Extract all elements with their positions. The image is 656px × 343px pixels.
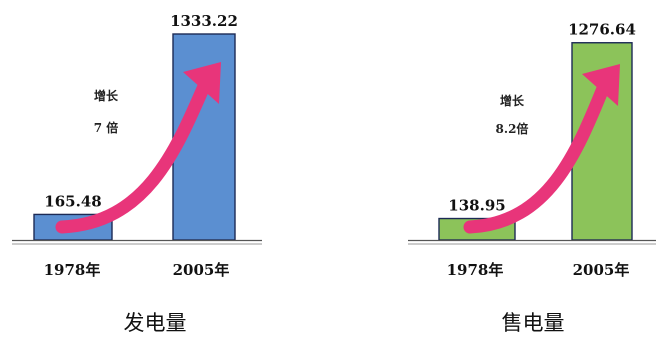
chart-title: 售电量 <box>502 311 565 335</box>
chart-title: 发电量 <box>124 311 187 335</box>
value-label-2: 1333.22 <box>170 12 238 30</box>
growth-label-line-2: 8.2倍 <box>496 121 529 136</box>
category-label-2: 2005年 <box>173 261 230 279</box>
value-label-2: 1276.64 <box>568 21 636 39</box>
growth-arrow-body <box>463 79 611 234</box>
category-label-1: 1978年 <box>447 261 504 279</box>
growth-arrow-body <box>55 77 212 234</box>
category-label-2: 2005年 <box>573 261 630 279</box>
growth-label-line-1: 增长 <box>500 93 525 108</box>
category-label-1: 1978年 <box>44 261 101 279</box>
growth-arrow-head <box>183 62 221 104</box>
growth-label-line-2: 7 倍 <box>94 120 119 135</box>
value-label-1: 165.48 <box>44 192 101 210</box>
growth-label-line-1: 增长 <box>94 88 119 103</box>
growth-arrow-head <box>582 64 620 106</box>
value-label-1: 138.95 <box>448 197 505 215</box>
